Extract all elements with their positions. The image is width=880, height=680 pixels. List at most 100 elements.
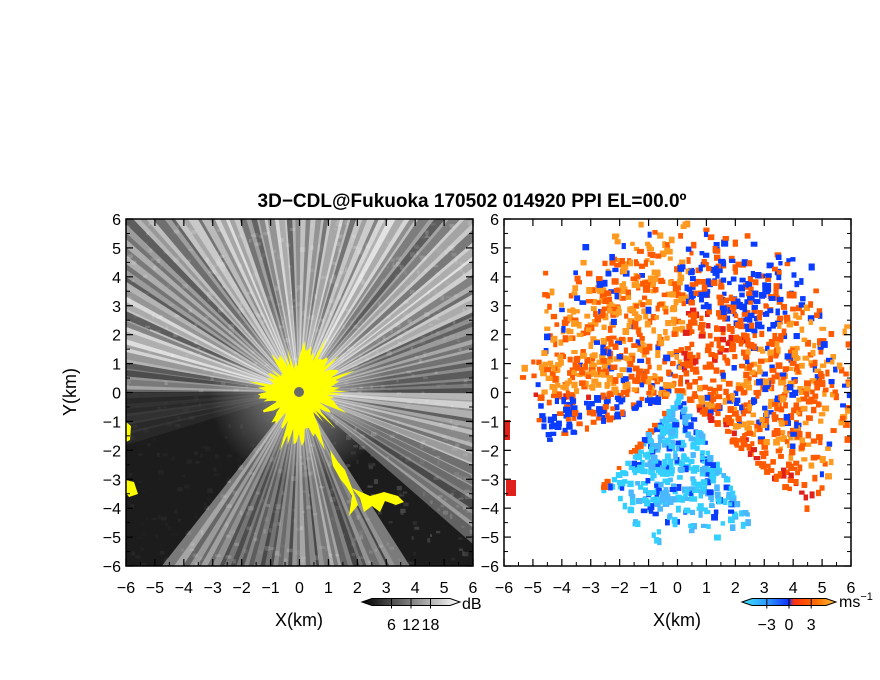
velocity-cell bbox=[749, 369, 756, 376]
velocity-cell bbox=[759, 451, 767, 456]
velocity-cell bbox=[701, 507, 708, 512]
right-axis-ticks bbox=[503, 218, 852, 567]
velocity-cell bbox=[655, 350, 661, 355]
velocity-cell bbox=[790, 466, 798, 471]
noise-speck bbox=[225, 555, 232, 559]
velocity-cell bbox=[725, 394, 732, 401]
velocity-cell bbox=[805, 431, 812, 439]
noise-speck bbox=[249, 239, 252, 243]
velocity-cell bbox=[665, 479, 671, 485]
noise-speck bbox=[437, 309, 442, 313]
velocity-cell bbox=[765, 276, 771, 282]
velocity-cell bbox=[846, 392, 851, 399]
velocity-cell bbox=[762, 378, 770, 386]
velocity-cell bbox=[796, 315, 803, 320]
velocity-cell bbox=[661, 495, 667, 501]
velocity-cell bbox=[563, 393, 568, 400]
velocity-cell bbox=[599, 371, 606, 377]
velocity-cell bbox=[670, 361, 675, 367]
velocity-cell bbox=[799, 389, 804, 395]
noise-speck bbox=[463, 379, 468, 383]
velocity-cell bbox=[596, 276, 603, 283]
velocity-cell bbox=[685, 432, 692, 438]
velocity-cell bbox=[783, 314, 791, 320]
velocity-cell bbox=[600, 338, 607, 345]
velocity-cell bbox=[751, 309, 758, 315]
velocity-cell bbox=[781, 435, 787, 440]
velocity-cell bbox=[663, 329, 668, 336]
velocity-cell bbox=[818, 418, 824, 424]
beam-ray bbox=[173, 392, 299, 566]
velocity-cell bbox=[692, 391, 698, 398]
velocity-cell bbox=[707, 392, 715, 398]
y-tick-label: −3 bbox=[481, 472, 499, 489]
noise-speck bbox=[281, 491, 284, 495]
velocity-cell bbox=[773, 295, 780, 301]
noise-speck bbox=[466, 508, 470, 513]
velocity-cell bbox=[733, 267, 738, 275]
velocity-cell bbox=[770, 340, 775, 347]
velocity-cell bbox=[689, 496, 694, 502]
velocity-cell bbox=[804, 505, 810, 512]
velocity-cell bbox=[689, 509, 696, 516]
velocity-cell bbox=[798, 302, 806, 308]
velocity-cell bbox=[671, 305, 678, 312]
velocity-cell bbox=[750, 271, 755, 278]
velocity-cell bbox=[741, 410, 747, 417]
velocity-cell bbox=[828, 379, 835, 385]
velocity-cell bbox=[735, 261, 743, 268]
velocity-cell bbox=[682, 365, 688, 373]
velocity-cell bbox=[757, 369, 763, 375]
velocity-cell bbox=[814, 384, 820, 391]
velocity-cell bbox=[596, 406, 603, 414]
velocity-cell bbox=[800, 296, 806, 302]
velocity-cell bbox=[604, 399, 610, 405]
velocity-cell bbox=[722, 236, 729, 241]
velocity-cell bbox=[610, 303, 616, 309]
velocity-cell bbox=[608, 339, 614, 347]
velocity-cell bbox=[853, 393, 858, 398]
velocity-cell bbox=[571, 381, 578, 389]
velocity-cell bbox=[726, 418, 733, 426]
velocity-cell bbox=[628, 318, 634, 324]
noise-speck bbox=[460, 494, 466, 498]
velocity-cell bbox=[680, 412, 686, 418]
velocity-cell bbox=[797, 386, 804, 393]
velocity-cell bbox=[710, 279, 718, 286]
velocity-cell bbox=[595, 381, 602, 388]
velocity-cell bbox=[567, 356, 573, 363]
noise-speck bbox=[275, 286, 279, 291]
velocity-cell bbox=[549, 288, 555, 296]
velocity-cell bbox=[706, 309, 712, 315]
noise-speck bbox=[331, 274, 336, 280]
noise-speck bbox=[456, 335, 460, 340]
velocity-cell bbox=[705, 468, 712, 475]
noise-speck bbox=[450, 429, 454, 432]
velocity-cell bbox=[698, 395, 705, 401]
velocity-cell bbox=[632, 377, 638, 384]
velocity-cell bbox=[787, 443, 793, 449]
velocity-cell bbox=[713, 242, 720, 247]
velocity-cell bbox=[773, 473, 781, 479]
velocity-cell bbox=[774, 414, 779, 421]
y-tick-label: 6 bbox=[490, 212, 499, 229]
velocity-cell bbox=[719, 336, 727, 343]
velocity-cell bbox=[654, 483, 661, 488]
velocity-cell bbox=[748, 298, 753, 305]
velocity-cell bbox=[708, 352, 715, 358]
velocity-cell bbox=[777, 315, 784, 321]
x-tick-label: 1 bbox=[702, 580, 711, 597]
velocity-cell bbox=[688, 458, 695, 464]
noise-speck bbox=[392, 263, 395, 268]
velocity-cell bbox=[538, 364, 545, 371]
velocity-cell bbox=[697, 503, 704, 508]
velocity-cell bbox=[693, 366, 699, 374]
noise-speck bbox=[185, 530, 192, 535]
noise-speck bbox=[355, 514, 360, 519]
velocity-cell bbox=[748, 286, 754, 294]
noise-speck bbox=[264, 546, 271, 551]
noise-speck bbox=[239, 511, 243, 516]
left-axis-ticks bbox=[125, 218, 474, 567]
x-tick-label: 6 bbox=[847, 580, 856, 597]
velocity-cell bbox=[664, 245, 671, 251]
